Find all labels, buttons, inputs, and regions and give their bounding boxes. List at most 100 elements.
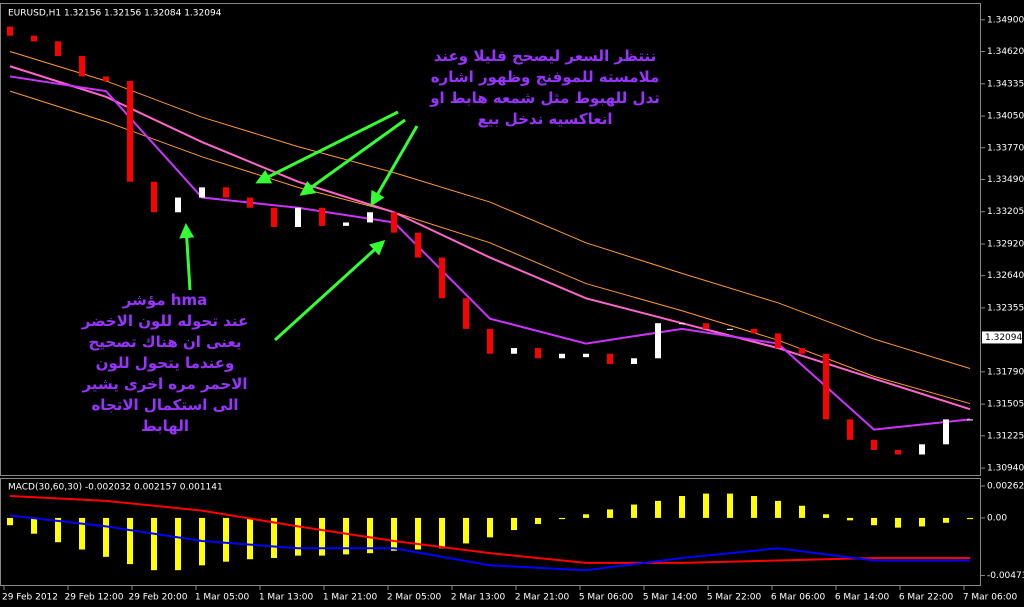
macd-bar xyxy=(679,496,685,518)
macd-bar xyxy=(319,517,325,556)
candle xyxy=(319,207,325,226)
x-tick-label: 2 Mar 21:00 xyxy=(515,593,570,603)
y-tick-label: 0.00 xyxy=(987,513,1007,523)
y-tick-label: -0.00473 xyxy=(987,571,1024,581)
x-tick-label: 6 Mar 06:00 xyxy=(771,593,826,603)
moving-average xyxy=(9,65,971,411)
annotation-line: ننتظر السعر ليصحح قليلا وعند xyxy=(433,47,657,65)
candle xyxy=(895,449,901,455)
macd-bar xyxy=(823,514,829,518)
macd-line xyxy=(9,514,970,572)
annotation-line: الى استكمال الاتجاه xyxy=(91,396,239,414)
macd-bar xyxy=(871,517,877,526)
x-tick-label: 2 Mar 05:00 xyxy=(387,593,442,603)
macd-bar xyxy=(271,517,277,559)
x-tick-label: 1 Mar 13:00 xyxy=(259,593,314,603)
y-tick-label: 1.33770 xyxy=(987,143,1024,153)
candle xyxy=(823,353,829,420)
macd-bar xyxy=(439,517,445,549)
macd-bar xyxy=(487,517,493,538)
price-marker xyxy=(982,331,1022,344)
x-tick-label: 2 Mar 13:00 xyxy=(451,593,506,603)
macd-bar xyxy=(799,505,805,518)
candle xyxy=(559,353,565,359)
annotation-line: انعاكسيه ندخل بيع xyxy=(477,110,613,128)
candle xyxy=(583,353,589,358)
annotation-line: يعنى ان هناك تصحيح xyxy=(88,333,242,351)
macd-bar xyxy=(775,500,781,518)
candle xyxy=(943,419,949,445)
candle xyxy=(391,212,397,233)
candle xyxy=(415,232,421,258)
macd-bar xyxy=(655,500,661,518)
macd-line xyxy=(9,495,970,564)
candle xyxy=(751,328,757,334)
candle xyxy=(7,26,13,36)
arrow xyxy=(299,118,406,196)
y-tick-label: 1.32920 xyxy=(987,239,1024,249)
macd-bar xyxy=(223,517,229,562)
macd-bar xyxy=(31,517,37,534)
candle xyxy=(871,439,877,450)
annotation-line: تدل للهبوط مثل شمعه هابط او xyxy=(430,89,660,107)
annotation-line: الاحمر مره اخرى يشير xyxy=(82,375,248,393)
candle xyxy=(847,419,853,440)
price-marker-label: 1.32094 xyxy=(985,333,1022,343)
macd-bar xyxy=(583,514,589,518)
candle xyxy=(919,444,925,455)
annotation-line: وعندما يتحول للون xyxy=(95,354,235,372)
y-tick-label: 1.31225 xyxy=(987,431,1024,441)
y-tick-label: 1.34900 xyxy=(987,15,1024,25)
macd-bar xyxy=(7,517,13,526)
y-tick-label: 1.31790 xyxy=(987,367,1024,377)
macd-bar xyxy=(967,517,973,520)
y-tick-label: 0.002624 xyxy=(987,482,1024,492)
macd-bar xyxy=(511,517,517,531)
candle xyxy=(439,257,445,299)
candle xyxy=(151,181,157,213)
candle xyxy=(631,358,637,364)
macd-bar xyxy=(919,517,925,527)
moving-average xyxy=(9,51,971,369)
y-tick-label: 1.34335 xyxy=(987,79,1024,89)
arrow xyxy=(273,239,386,342)
macd-bar xyxy=(607,509,613,518)
macd-bar xyxy=(247,517,253,560)
y-tick-label: 1.33205 xyxy=(987,207,1024,217)
macd-bar xyxy=(391,517,397,551)
candle xyxy=(655,323,661,359)
macd-bar xyxy=(295,517,301,556)
macd-bar xyxy=(175,517,181,571)
x-tick-label: 7 Mar 06:00 xyxy=(963,593,1018,603)
macd-bar xyxy=(703,493,709,518)
x-tick-label: 6 Mar 22:00 xyxy=(899,593,954,603)
candle xyxy=(103,76,109,81)
x-tick-label: 5 Mar 06:00 xyxy=(579,593,634,603)
y-tick-label: 1.32640 xyxy=(987,271,1024,281)
candle xyxy=(367,212,373,223)
annotation-line: عند تحوله للون الاخضر xyxy=(81,312,249,330)
arrows xyxy=(179,110,419,342)
candle xyxy=(487,328,493,354)
macd-bar xyxy=(943,517,949,523)
candle xyxy=(967,419,973,421)
macd-bar xyxy=(103,517,109,557)
x-tick-label: 29 Feb 20:00 xyxy=(128,593,187,603)
annotation-line: ملامسته للموفنج وظهور اشاره xyxy=(430,68,660,86)
moving-average xyxy=(9,75,971,431)
macd-bar xyxy=(751,496,757,518)
macd-bar xyxy=(847,517,853,521)
x-tick-label: 29 Feb 12:00 xyxy=(64,593,123,603)
candle xyxy=(703,323,709,329)
candle xyxy=(799,348,805,354)
macd-bar xyxy=(463,517,469,544)
y-tick-label: 1.30940 xyxy=(987,464,1024,474)
macd-bar xyxy=(559,517,565,520)
annotation: ننتظر السعر ليصحح قليلا وعند ملامسته للمو… xyxy=(395,46,695,130)
macd-bar xyxy=(631,504,637,518)
candle xyxy=(679,323,685,325)
candle xyxy=(175,197,181,213)
